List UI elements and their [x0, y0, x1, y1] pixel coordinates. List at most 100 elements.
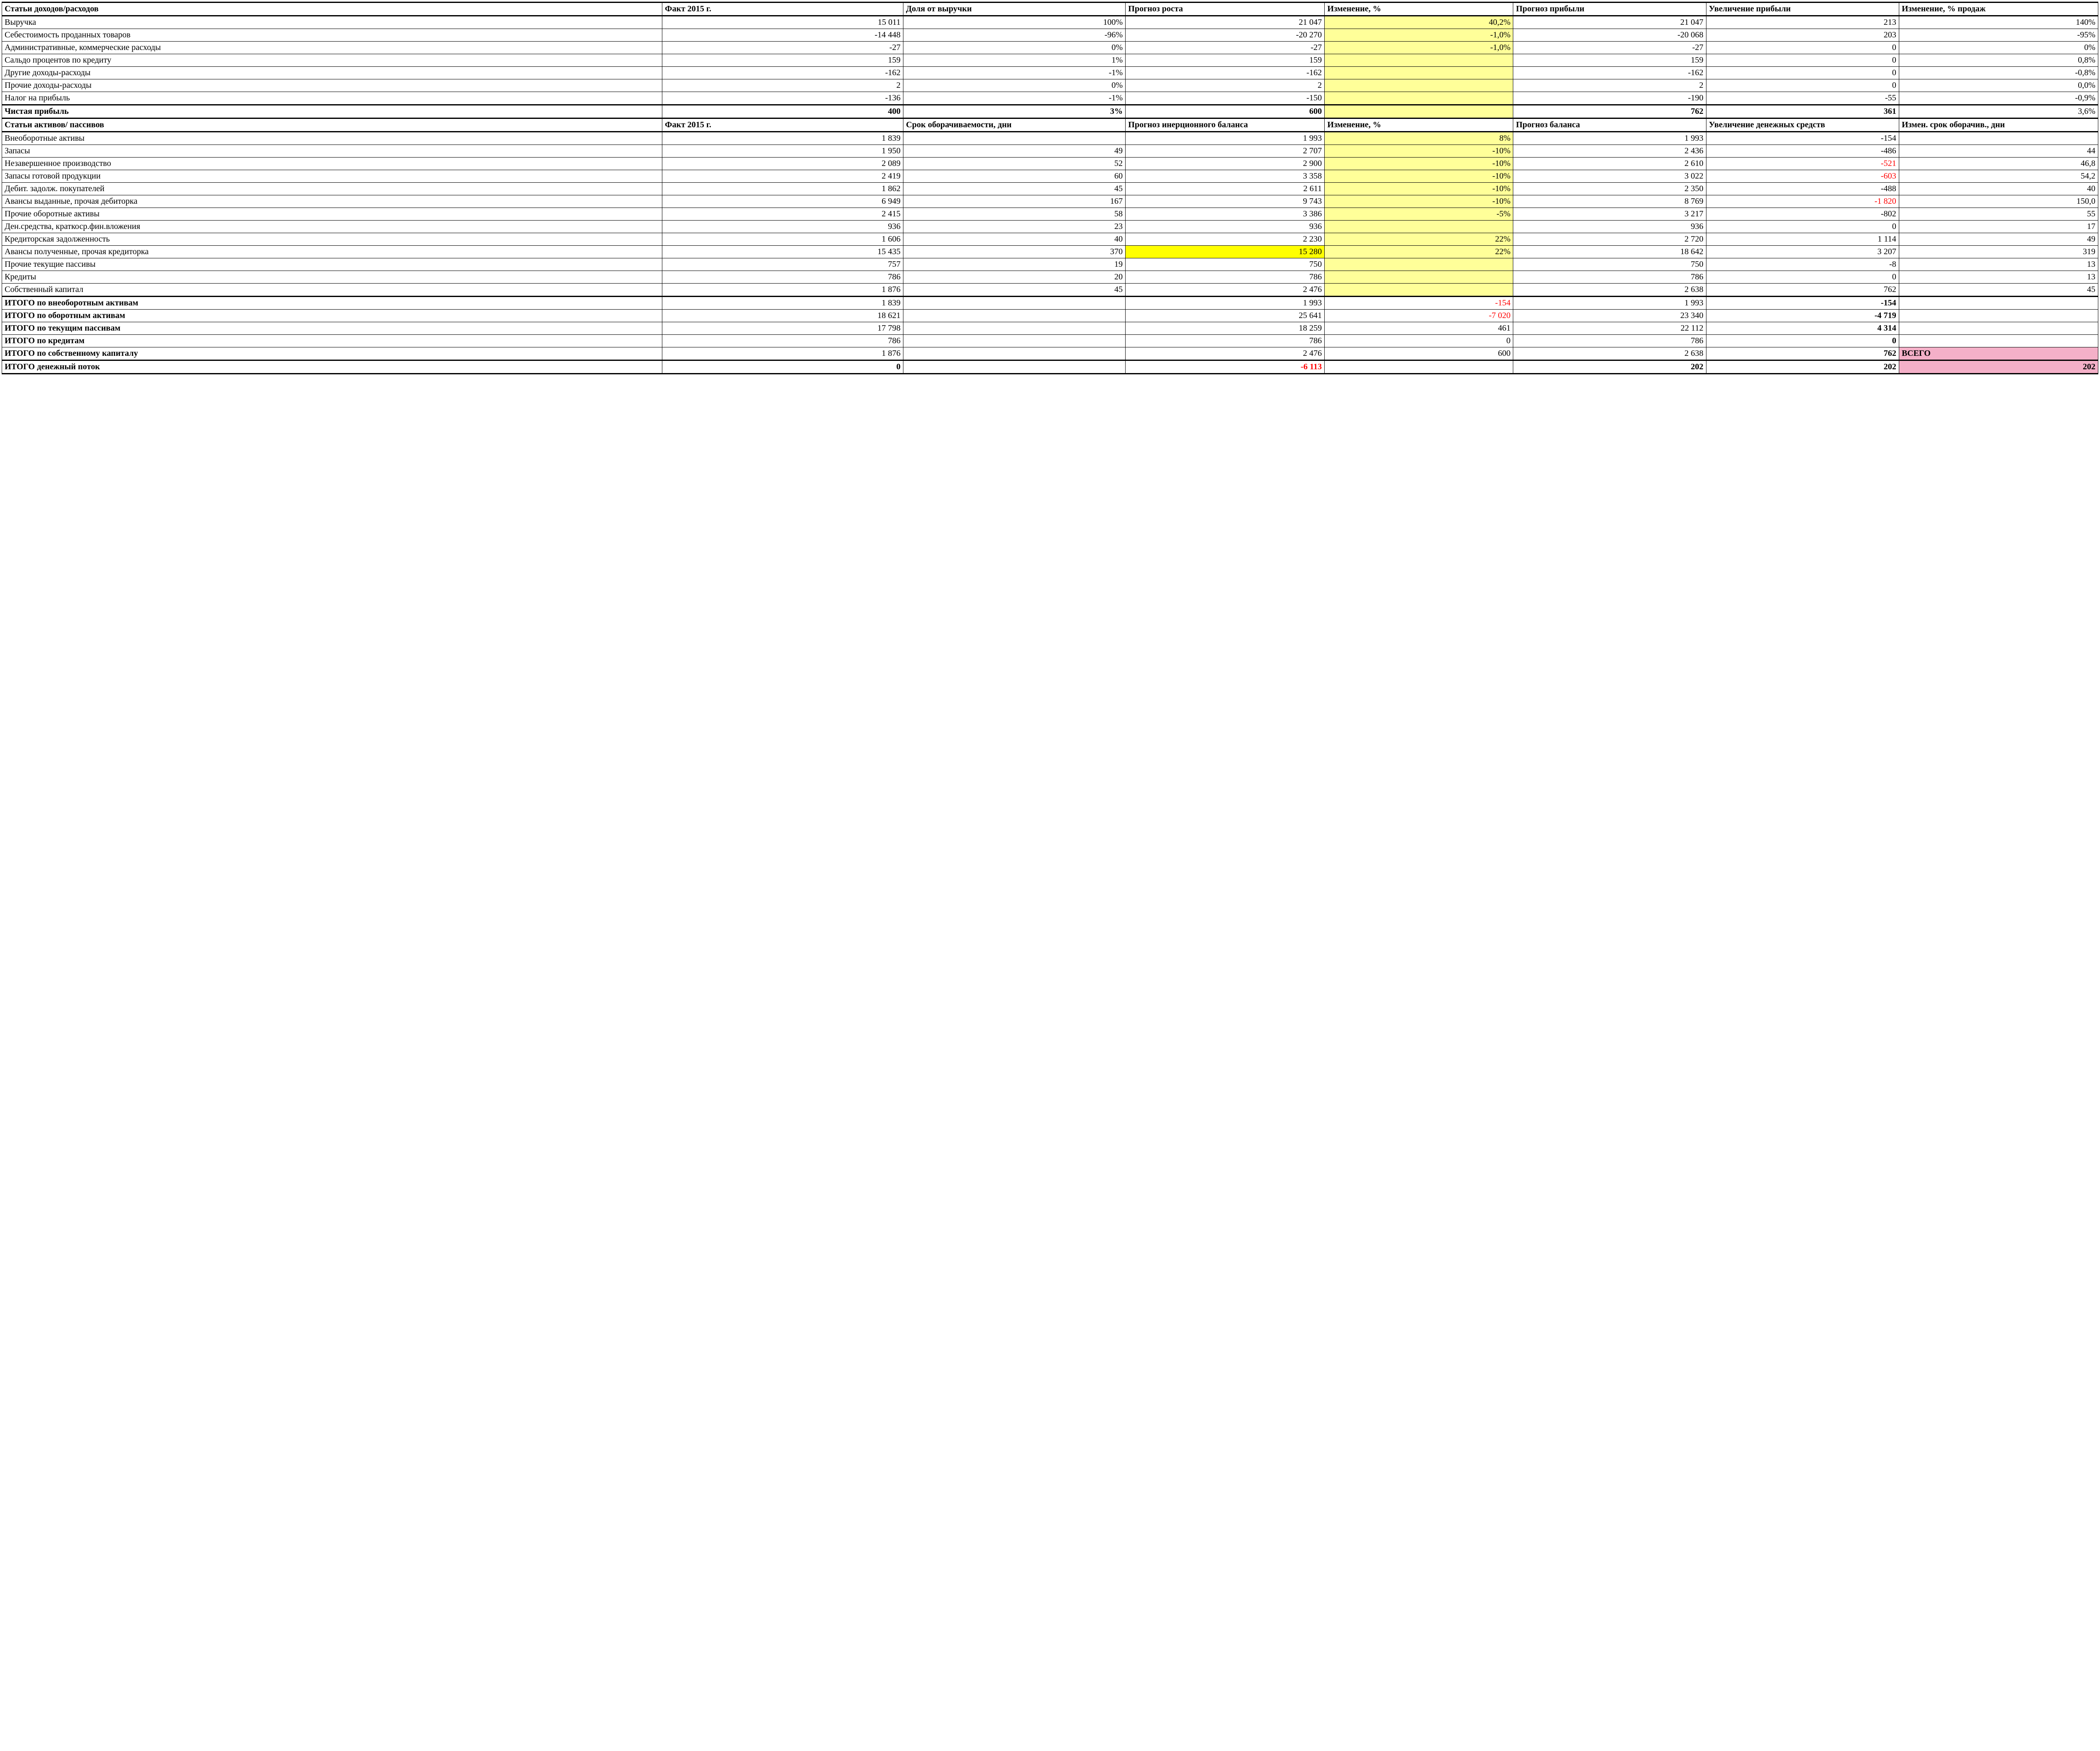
cell: 6 949	[662, 195, 903, 208]
cell: 213	[1706, 16, 1899, 29]
cell	[903, 310, 1126, 322]
cell: 52	[903, 158, 1126, 170]
cell: -162	[662, 67, 903, 79]
cell: -1 820	[1706, 195, 1899, 208]
cell: 2	[1513, 79, 1706, 92]
cell: 2 476	[1126, 347, 1325, 360]
cell: 750	[1513, 258, 1706, 271]
cell: -20 068	[1513, 29, 1706, 42]
table-row: Собственный капитал1 876452 4762 6387624…	[2, 284, 2098, 297]
cell: 2 611	[1126, 183, 1325, 195]
cell: 159	[1126, 54, 1325, 67]
cell	[903, 132, 1126, 145]
cell: -154	[1706, 132, 1899, 145]
cell: 786	[662, 335, 903, 347]
cell: 0	[1706, 67, 1899, 79]
row-label: Кредиторская задолженность	[2, 233, 662, 246]
table-row: Налог на прибыль-136-1%-150-190-55-0,9%	[2, 92, 2098, 105]
cell: 19	[903, 258, 1126, 271]
table-row: Статьи доходов/расходовФакт 2015 г.Доля …	[2, 3, 2098, 16]
cell: -154	[1706, 297, 1899, 310]
cell: -4 719	[1706, 310, 1899, 322]
cell: -521	[1706, 158, 1899, 170]
cell: -10%	[1325, 145, 1513, 158]
cell	[1899, 335, 2098, 347]
cell: 2 419	[662, 170, 903, 183]
cell: -150	[1126, 92, 1325, 105]
cell: 3%	[903, 105, 1126, 118]
cell: 58	[903, 208, 1126, 221]
cell: 46,8	[1899, 158, 2098, 170]
cell: 1 862	[662, 183, 903, 195]
table-row: Сальдо процентов по кредиту1591%15915900…	[2, 54, 2098, 67]
cell: 1 993	[1126, 132, 1325, 145]
cell: 3,6%	[1899, 105, 2098, 118]
row-label: Незавершенное производство	[2, 158, 662, 170]
cell: 0,0%	[1899, 79, 2098, 92]
cell: 9 743	[1126, 195, 1325, 208]
table-row: Чистая прибыль4003%6007623613,6%	[2, 105, 2098, 118]
cell: -7 020	[1325, 310, 1513, 322]
cell: 786	[1126, 271, 1325, 284]
cell: 2	[662, 79, 903, 92]
cell: 2	[1126, 79, 1325, 92]
cell: ВСЕГО	[1899, 347, 2098, 360]
row-label: Сальдо процентов по кредиту	[2, 54, 662, 67]
cell: 461	[1325, 322, 1513, 335]
cell: -162	[1126, 67, 1325, 79]
cell: 0	[1706, 42, 1899, 54]
cell: -486	[1706, 145, 1899, 158]
cell: -10%	[1325, 158, 1513, 170]
cell: 40	[903, 233, 1126, 246]
cell: 150,0	[1899, 195, 2098, 208]
row-label: Внеоборотные активы	[2, 132, 662, 145]
cell: 1 839	[662, 297, 903, 310]
col-header: Изменение, %	[1325, 3, 1513, 16]
cell: -95%	[1899, 29, 2098, 42]
cell: 167	[903, 195, 1126, 208]
cell: 60	[903, 170, 1126, 183]
cell: 8 769	[1513, 195, 1706, 208]
cell: -27	[1126, 42, 1325, 54]
table-row: Авансы полученные, прочая кредиторка15 4…	[2, 246, 2098, 258]
cell: 319	[1899, 246, 2098, 258]
col-header: Прогноз прибыли	[1513, 3, 1706, 16]
cell	[903, 322, 1126, 335]
row-label: ИТОГО по внеоборотным активам	[2, 297, 662, 310]
cell: -0,8%	[1899, 67, 2098, 79]
cell: -0,9%	[1899, 92, 2098, 105]
cell: 2 350	[1513, 183, 1706, 195]
cell: 22%	[1325, 233, 1513, 246]
cell: 0%	[903, 79, 1126, 92]
cell: 1 114	[1706, 233, 1899, 246]
cell: 13	[1899, 258, 2098, 271]
cell: 2 415	[662, 208, 903, 221]
row-label: Налог на прибыль	[2, 92, 662, 105]
row-label: Прочие доходы-расходы	[2, 79, 662, 92]
financial-table: Статьи доходов/расходовФакт 2015 г.Доля …	[2, 2, 2098, 374]
col-header: Измен. срок оборачив., дни	[1899, 118, 2098, 132]
cell: 0	[1706, 271, 1899, 284]
cell: 936	[1513, 221, 1706, 233]
cell: 757	[662, 258, 903, 271]
cell: -136	[662, 92, 903, 105]
cell: 0%	[903, 42, 1126, 54]
cell: 3 386	[1126, 208, 1325, 221]
cell: 0	[1706, 79, 1899, 92]
row-label: Административные, коммерческие расходы	[2, 42, 662, 54]
cell: 20	[903, 271, 1126, 284]
cell: 3 217	[1513, 208, 1706, 221]
cell: 1 839	[662, 132, 903, 145]
col-header: Срок оборачиваемости, дни	[903, 118, 1126, 132]
cell: 22%	[1325, 246, 1513, 258]
cell: -1,0%	[1325, 29, 1513, 42]
cell: 3 207	[1706, 246, 1899, 258]
cell: -6 113	[1126, 360, 1325, 374]
cell: 18 642	[1513, 246, 1706, 258]
cell: -14 448	[662, 29, 903, 42]
cell	[1899, 310, 2098, 322]
table-row: Незавершенное производство2 089522 900-1…	[2, 158, 2098, 170]
cell: 0	[1706, 221, 1899, 233]
col-header: Прогноз инерционного баланса	[1126, 118, 1325, 132]
cell: 45	[903, 183, 1126, 195]
